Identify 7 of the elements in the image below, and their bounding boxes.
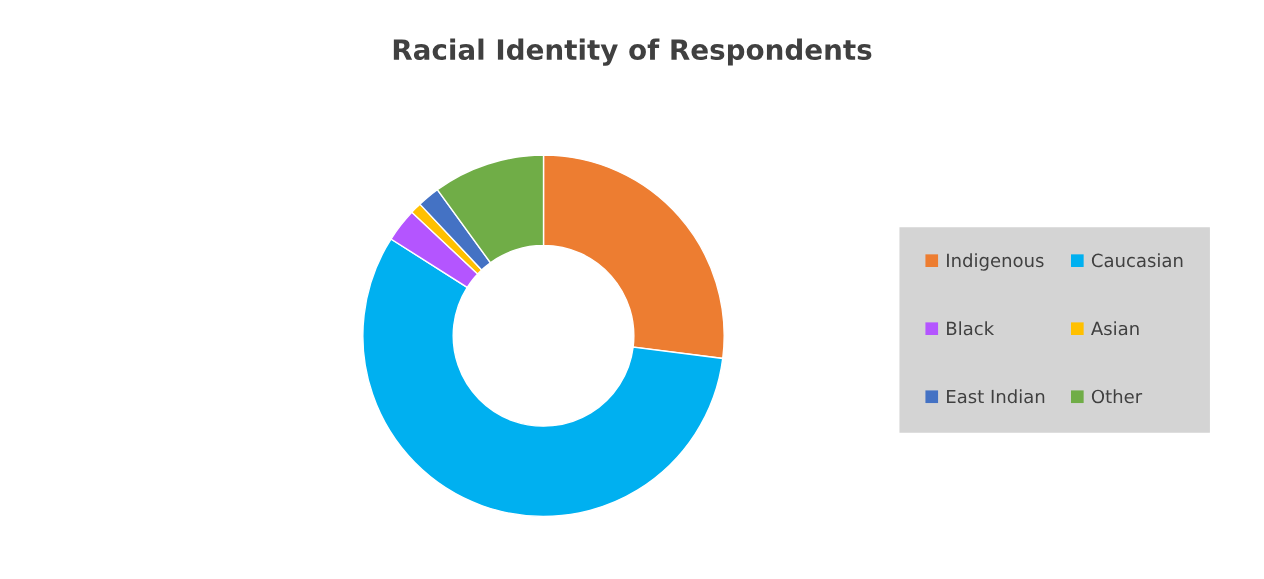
legend-label: Other xyxy=(1091,389,1143,404)
legend-label: Asian xyxy=(1091,321,1139,336)
chart-title: Racial Identity of Respondents xyxy=(393,38,872,66)
legend-label: East Indian xyxy=(947,389,1045,404)
legend-label: Indigenous xyxy=(947,253,1044,271)
legend-label: Black xyxy=(947,321,995,336)
legend-label: Caucasian xyxy=(1091,253,1183,268)
